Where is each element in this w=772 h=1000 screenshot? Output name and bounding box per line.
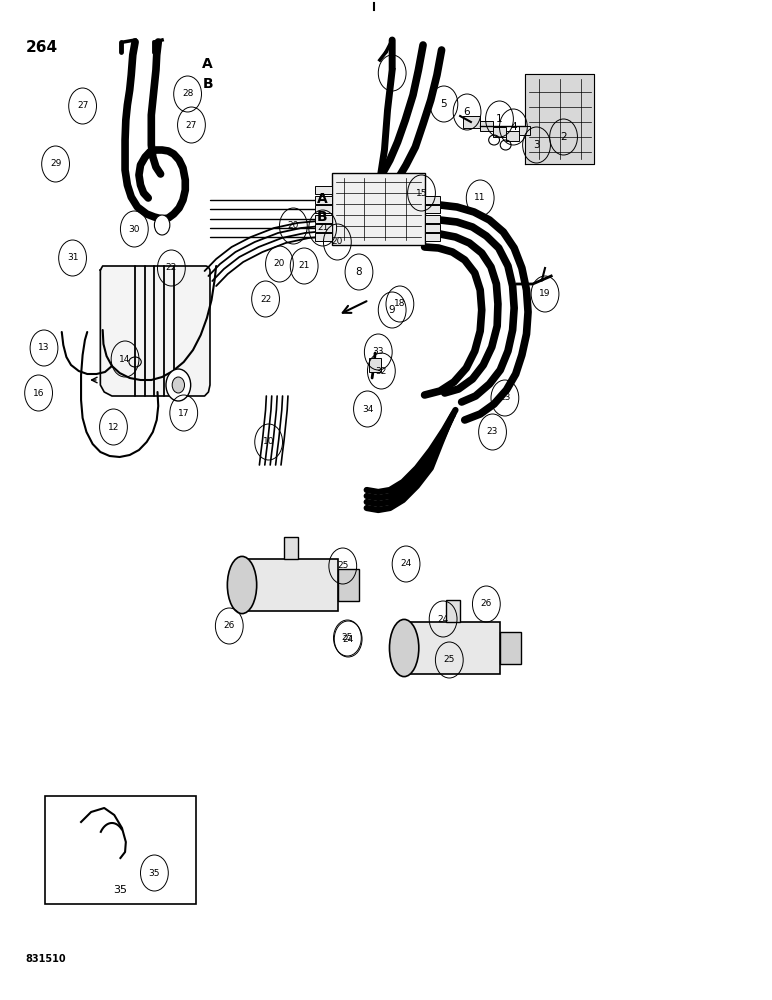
Bar [499, 632, 521, 664]
Text: 20: 20 [288, 222, 299, 231]
Text: 8: 8 [356, 267, 362, 277]
Ellipse shape [389, 619, 418, 677]
Bar [425, 224, 440, 232]
Text: 23: 23 [487, 428, 498, 436]
Ellipse shape [227, 556, 256, 614]
Text: 6: 6 [464, 107, 470, 117]
Text: 35: 35 [149, 868, 160, 878]
Bar [463, 116, 480, 128]
Bar [315, 233, 332, 241]
Text: 33: 33 [373, 348, 384, 357]
Text: 21: 21 [317, 224, 328, 232]
Bar [315, 196, 332, 204]
Bar [405, 622, 499, 674]
Text: 31: 31 [67, 253, 78, 262]
Text: 23: 23 [499, 393, 510, 402]
Bar [315, 224, 332, 232]
Text: 14: 14 [120, 355, 130, 363]
Text: 28: 28 [182, 90, 193, 99]
Text: 15: 15 [416, 188, 427, 198]
Bar [315, 205, 332, 213]
Text: B: B [202, 77, 213, 91]
Text: 25: 25 [337, 562, 348, 570]
Text: 27: 27 [186, 120, 197, 129]
Text: 20: 20 [332, 237, 343, 246]
Text: 264: 264 [25, 40, 58, 55]
Text: 25: 25 [342, 634, 353, 643]
Bar [425, 205, 440, 213]
Text: 19: 19 [540, 290, 550, 298]
Bar [284, 537, 298, 559]
Text: 25: 25 [444, 656, 455, 664]
Bar [242, 559, 337, 611]
Text: 21: 21 [299, 261, 310, 270]
Text: 2: 2 [560, 132, 567, 142]
Bar [332, 173, 425, 245]
Text: 26: 26 [481, 599, 492, 608]
Text: 26: 26 [224, 621, 235, 631]
Text: 34: 34 [362, 404, 373, 414]
Bar [315, 186, 332, 194]
Text: 1: 1 [496, 114, 503, 124]
Circle shape [172, 377, 185, 393]
Text: 5: 5 [441, 99, 447, 109]
Bar [425, 196, 440, 204]
Bar [425, 233, 440, 241]
Text: B: B [317, 210, 327, 224]
Text: 17: 17 [178, 408, 189, 418]
Text: 22: 22 [260, 294, 271, 304]
Text: A: A [202, 57, 213, 71]
Text: A: A [317, 192, 327, 206]
Bar [493, 127, 506, 137]
Text: 16: 16 [33, 388, 44, 397]
Text: 24: 24 [343, 635, 354, 644]
Text: 30: 30 [129, 225, 140, 233]
Bar [480, 121, 493, 131]
Text: 20: 20 [274, 259, 285, 268]
Bar [315, 215, 332, 223]
Text: 7: 7 [389, 68, 395, 78]
Polygon shape [525, 74, 594, 164]
Circle shape [154, 215, 170, 235]
Text: 35: 35 [113, 885, 127, 895]
Text: 24: 24 [401, 560, 411, 568]
Bar [45, 796, 196, 904]
Circle shape [166, 369, 191, 401]
Bar [425, 215, 440, 223]
Text: 24: 24 [438, 614, 449, 624]
Text: 18: 18 [394, 300, 405, 308]
Polygon shape [100, 266, 210, 396]
Text: 27: 27 [77, 102, 88, 110]
Bar [337, 569, 360, 601]
Text: 13: 13 [39, 344, 49, 353]
Text: 3: 3 [533, 140, 540, 150]
Text: 10: 10 [263, 438, 274, 446]
Text: 4: 4 [510, 122, 516, 132]
Bar [446, 600, 460, 622]
Text: 9: 9 [389, 305, 395, 315]
Text: 29: 29 [50, 159, 61, 168]
Text: 32: 32 [376, 366, 387, 375]
Text: 22: 22 [166, 263, 177, 272]
Bar [369, 358, 381, 372]
Text: 11: 11 [475, 194, 486, 202]
Text: 12: 12 [108, 422, 119, 432]
Bar [519, 125, 530, 134]
Text: 831510: 831510 [25, 954, 66, 964]
Bar [506, 131, 519, 141]
